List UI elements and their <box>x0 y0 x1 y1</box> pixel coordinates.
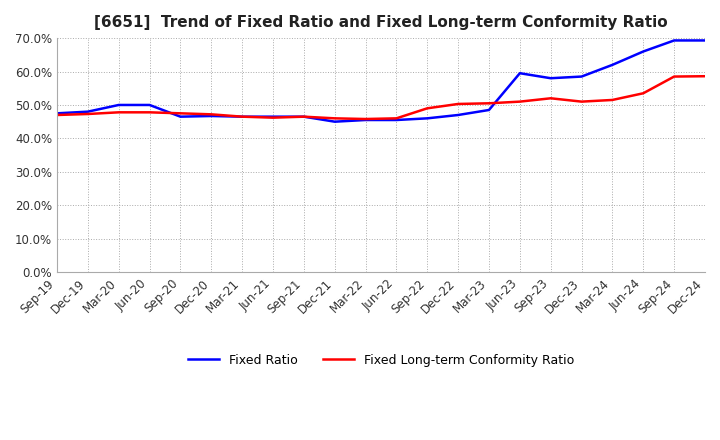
Fixed Ratio <box>53 111 61 116</box>
Fixed Long-term Conformity Ratio <box>238 114 246 119</box>
Fixed Ratio <box>300 114 308 119</box>
Fixed Long-term Conformity Ratio <box>269 115 277 120</box>
Fixed Ratio <box>454 112 462 117</box>
Fixed Long-term Conformity Ratio <box>84 111 92 117</box>
Fixed Long-term Conformity Ratio <box>392 116 401 121</box>
Title: [6651]  Trend of Fixed Ratio and Fixed Long-term Conformity Ratio: [6651] Trend of Fixed Ratio and Fixed Lo… <box>94 15 668 30</box>
Fixed Long-term Conformity Ratio <box>670 74 678 79</box>
Fixed Ratio <box>639 49 647 54</box>
Fixed Long-term Conformity Ratio <box>546 95 555 101</box>
Fixed Long-term Conformity Ratio <box>516 99 524 104</box>
Fixed Ratio <box>84 109 92 114</box>
Fixed Long-term Conformity Ratio <box>176 111 185 116</box>
Fixed Ratio <box>423 116 431 121</box>
Fixed Long-term Conformity Ratio <box>145 110 154 115</box>
Fixed Long-term Conformity Ratio <box>114 110 123 115</box>
Line: Fixed Long-term Conformity Ratio: Fixed Long-term Conformity Ratio <box>57 76 705 119</box>
Fixed Ratio <box>670 38 678 43</box>
Fixed Ratio <box>330 119 339 125</box>
Fixed Ratio <box>485 107 493 113</box>
Fixed Ratio <box>608 62 617 67</box>
Fixed Ratio <box>145 103 154 108</box>
Fixed Long-term Conformity Ratio <box>207 112 215 117</box>
Fixed Ratio <box>516 70 524 76</box>
Line: Fixed Ratio: Fixed Ratio <box>57 40 705 122</box>
Fixed Long-term Conformity Ratio <box>423 106 431 111</box>
Fixed Ratio <box>176 114 185 119</box>
Fixed Long-term Conformity Ratio <box>300 114 308 119</box>
Fixed Long-term Conformity Ratio <box>454 101 462 106</box>
Fixed Ratio <box>392 117 401 123</box>
Legend: Fixed Ratio, Fixed Long-term Conformity Ratio: Fixed Ratio, Fixed Long-term Conformity … <box>183 348 580 371</box>
Fixed Ratio <box>701 38 709 43</box>
Fixed Ratio <box>238 114 246 119</box>
Fixed Long-term Conformity Ratio <box>701 73 709 79</box>
Fixed Long-term Conformity Ratio <box>361 116 370 121</box>
Fixed Ratio <box>207 114 215 119</box>
Fixed Long-term Conformity Ratio <box>53 112 61 117</box>
Fixed Long-term Conformity Ratio <box>330 116 339 121</box>
Fixed Ratio <box>114 103 123 108</box>
Fixed Long-term Conformity Ratio <box>485 101 493 106</box>
Fixed Ratio <box>361 117 370 123</box>
Fixed Long-term Conformity Ratio <box>577 99 586 104</box>
Fixed Ratio <box>546 76 555 81</box>
Fixed Ratio <box>577 74 586 79</box>
Fixed Ratio <box>269 114 277 119</box>
Fixed Long-term Conformity Ratio <box>639 91 647 96</box>
Fixed Long-term Conformity Ratio <box>608 97 617 103</box>
